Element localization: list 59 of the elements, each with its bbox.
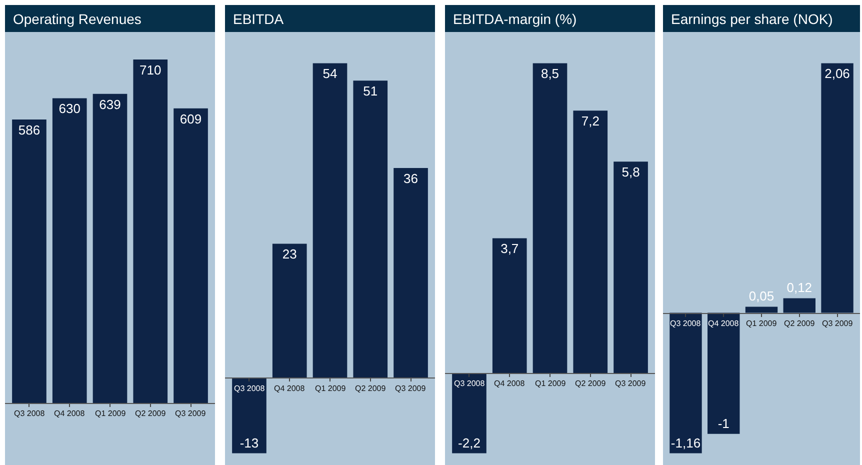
x-tick-label: Q3 2009	[822, 319, 854, 328]
data-label: 609	[180, 111, 202, 126]
data-label: -2,2	[458, 435, 480, 450]
bar	[821, 63, 854, 313]
bar	[614, 162, 648, 374]
data-label: -13	[240, 435, 259, 450]
x-tick-label: Q1 2009	[746, 319, 778, 328]
data-label: 630	[58, 101, 80, 116]
data-label: 0,05	[748, 288, 774, 304]
data-label: 51	[363, 84, 378, 99]
data-label: 54	[322, 66, 338, 82]
x-tick-label: Q3 2009	[615, 379, 646, 388]
x-tick-label: Q3 2008	[670, 319, 702, 328]
data-label: 2,06	[824, 66, 850, 82]
x-tick-label: Q4 2008	[54, 409, 86, 418]
bar	[708, 312, 740, 434]
data-label: -1,16	[670, 435, 701, 450]
x-tick-label: Q2 2009	[575, 379, 606, 388]
x-tick-label: Q1 2009	[535, 379, 566, 388]
data-label: 586	[18, 122, 40, 138]
chart-title: Operating Revenues	[13, 11, 142, 27]
x-tick-label: Q3 2008	[234, 384, 266, 393]
chart-title: EBITDA-margin (%)	[453, 11, 577, 27]
x-tick-label: Q4 2008	[274, 384, 306, 393]
x-tick-label: Q3 2008	[14, 409, 46, 418]
bar	[532, 63, 568, 374]
data-label: 639	[99, 96, 121, 112]
bar	[353, 80, 388, 378]
bar	[394, 168, 428, 378]
data-label: 5,8	[622, 164, 640, 180]
x-tick-label: Q2 2009	[135, 409, 166, 418]
data-label: -1	[718, 416, 730, 431]
x-tick-label: Q1 2009	[95, 409, 126, 418]
data-label: 3,7	[500, 241, 519, 256]
bar	[272, 244, 307, 378]
x-tick-label: Q2 2009	[355, 384, 386, 393]
bar	[745, 306, 778, 313]
chart-title: Earnings per share (NOK)	[671, 11, 833, 27]
x-tick-label: Q3 2008	[454, 379, 486, 388]
data-label: 8,5	[540, 66, 560, 82]
bar	[670, 312, 702, 454]
data-label: 0,12	[786, 280, 812, 296]
bar	[312, 63, 348, 378]
x-tick-label: Q2 2009	[784, 319, 816, 328]
x-tick-label: Q3 2009	[395, 384, 426, 393]
bar	[232, 378, 266, 454]
bar	[573, 110, 608, 374]
data-label: 36	[404, 171, 418, 186]
data-label: 23	[282, 246, 297, 262]
bar	[452, 373, 486, 454]
x-tick-label: Q4 2008	[494, 379, 526, 388]
chart-title: EBITDA	[233, 11, 284, 27]
data-label: 710	[140, 62, 162, 78]
x-tick-label: Q3 2009	[175, 409, 206, 418]
data-label: 7,2	[581, 114, 600, 129]
x-tick-label: Q1 2009	[315, 384, 346, 393]
bar	[783, 298, 816, 313]
bar	[492, 238, 527, 374]
x-tick-label: Q4 2008	[708, 319, 740, 328]
